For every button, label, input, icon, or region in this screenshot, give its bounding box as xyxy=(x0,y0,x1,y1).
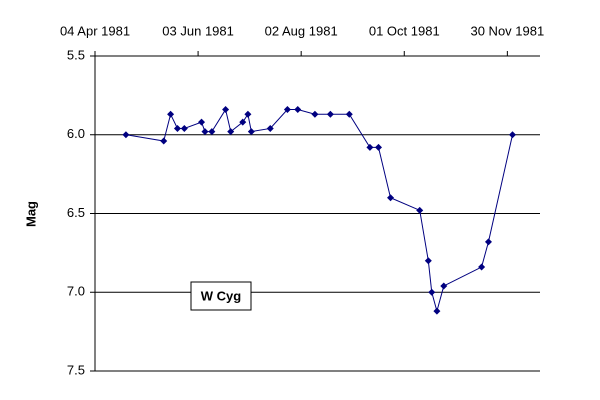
marker xyxy=(222,106,230,114)
x-tick-label: 02 Aug 1981 xyxy=(265,23,338,38)
x-tick-label: 03 Jun 1981 xyxy=(162,23,234,38)
marker xyxy=(198,118,206,126)
marker xyxy=(173,124,181,132)
marker xyxy=(247,128,255,136)
y-axis-label: Mag xyxy=(23,201,38,227)
marker xyxy=(424,257,432,265)
y-tick-label: 7.5 xyxy=(67,362,85,377)
marker xyxy=(180,124,188,132)
marker xyxy=(201,128,209,136)
marker xyxy=(416,206,424,214)
marker xyxy=(478,263,486,271)
y-tick-label: 6.5 xyxy=(67,205,85,220)
marker xyxy=(440,282,448,290)
marker xyxy=(160,137,168,145)
marker xyxy=(294,106,302,114)
marker xyxy=(311,110,319,118)
marker xyxy=(428,288,436,296)
marker xyxy=(283,106,291,114)
marker xyxy=(484,238,492,246)
x-tick-label: 01 Oct 1981 xyxy=(369,23,440,38)
line xyxy=(125,108,513,314)
y-tick-label: 5.5 xyxy=(67,47,85,62)
x-tick-label: 30 Nov 1981 xyxy=(470,23,544,38)
marker xyxy=(227,128,235,136)
marker xyxy=(266,124,274,132)
marker xyxy=(509,131,517,139)
marker xyxy=(345,110,353,118)
marker xyxy=(433,307,441,315)
annotation-box xyxy=(190,281,252,311)
marker xyxy=(239,118,247,126)
marker xyxy=(374,143,382,151)
y-tick-label: 6.0 xyxy=(67,126,85,141)
marker xyxy=(387,194,395,202)
marker xyxy=(167,110,175,118)
marker xyxy=(122,131,130,139)
y-tick-label: 7.0 xyxy=(67,284,85,299)
marker xyxy=(326,110,334,118)
x-tick-label: 04 Apr 1981 xyxy=(60,23,130,38)
marker xyxy=(208,128,216,136)
marker xyxy=(244,110,252,118)
annotation: W Cyg xyxy=(201,288,242,303)
marker xyxy=(366,143,374,151)
